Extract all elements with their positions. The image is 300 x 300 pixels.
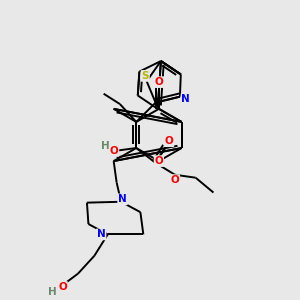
Text: O: O bbox=[110, 146, 118, 156]
Text: O: O bbox=[170, 175, 179, 185]
Text: O: O bbox=[154, 156, 163, 166]
Text: O: O bbox=[154, 77, 163, 87]
Text: N: N bbox=[182, 94, 190, 104]
Text: O: O bbox=[58, 282, 67, 292]
Text: S: S bbox=[141, 71, 149, 81]
Text: H: H bbox=[101, 141, 110, 151]
Text: H: H bbox=[48, 287, 57, 297]
Text: N: N bbox=[118, 194, 127, 204]
Text: N: N bbox=[97, 230, 106, 239]
Text: O: O bbox=[165, 136, 173, 146]
